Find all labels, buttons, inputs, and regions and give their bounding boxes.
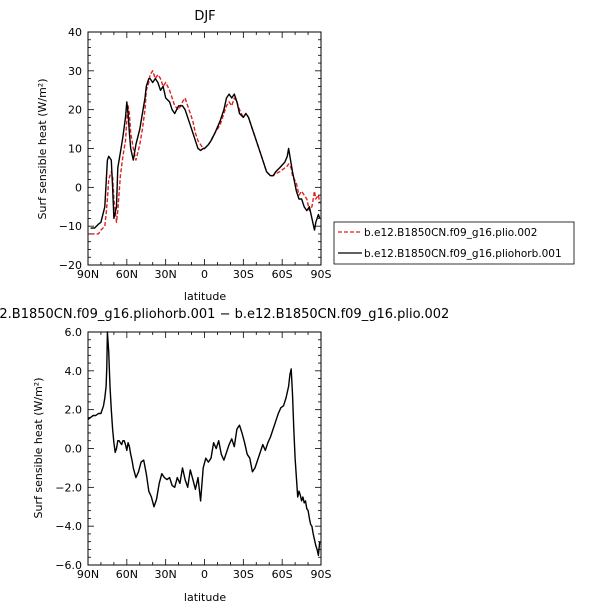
- top-x-tick-label: 90S: [311, 268, 332, 281]
- top-x-tick-label: 60S: [272, 268, 293, 281]
- top-y-tick-label: 30: [68, 65, 82, 78]
- legend-label-pliohorb: b.e12.B1850CN.f09_g16.pliohorb.001: [364, 248, 562, 260]
- top-x-axis-label: latitude: [184, 290, 226, 303]
- bottom-x-tick-label: 30S: [233, 568, 254, 581]
- top-y-tick-label: 10: [68, 143, 82, 156]
- bottom-x-tick-label: 0: [201, 568, 208, 581]
- top-x-tick-label: 60N: [116, 268, 138, 281]
- bottom-y-tick-label: −2.0: [55, 481, 82, 494]
- bottom-x-tick-label: 90N: [77, 568, 99, 581]
- top-plot-frame: [87, 31, 322, 266]
- bottom-chart-title: b.e12.B1850CN.f09_g16.pliohorb.001 − b.e…: [0, 307, 449, 322]
- bottom-series-line-0: [87, 331, 321, 556]
- bottom-x-axis-label: latitude: [184, 591, 226, 604]
- bottom-x-tick-label: 90S: [311, 568, 332, 581]
- bottom-data-lines: [87, 331, 321, 556]
- top-panel: DJF Surf sensible heat (W/m²) latitude 9…: [36, 9, 332, 303]
- top-x-tick-label: 30N: [155, 268, 177, 281]
- legend: b.e12.B1850CN.f09_g16.plio.002 b.e12.B18…: [333, 221, 575, 265]
- top-chart-title: DJF: [194, 9, 215, 24]
- top-y-tick-label: −20: [59, 259, 82, 272]
- bottom-y-tick-label: 2.0: [65, 404, 83, 417]
- top-ticks: 90N 60N 30N 0 30S 60S 90S −20 −10 0 10 20 30 40: [59, 26, 332, 281]
- top-series-line-0: [90, 70, 321, 235]
- bottom-y-tick-label: −4.0: [55, 520, 82, 533]
- top-data-lines: [90, 70, 321, 235]
- bottom-y-tick-label: −6.0: [55, 559, 82, 572]
- bottom-panel: b.e12.B1850CN.f09_g16.pliohorb.001 − b.e…: [0, 307, 449, 604]
- top-y-tick-label: 0: [75, 181, 82, 194]
- bottom-x-tick-label: 60S: [272, 568, 293, 581]
- legend-label-plio: b.e12.B1850CN.f09_g16.plio.002: [364, 227, 537, 239]
- bottom-y-tick-label: 4.0: [65, 365, 83, 378]
- top-y-axis-label: Surf sensible heat (W/m²): [36, 79, 49, 220]
- bottom-plot-frame: [87, 331, 322, 566]
- bottom-y-tick-label: 6.0: [65, 326, 83, 339]
- top-y-tick-label: −10: [59, 220, 82, 233]
- top-series-line-1: [90, 77, 321, 231]
- bottom-y-tick-label: 0.0: [65, 443, 83, 456]
- top-y-tick-label: 40: [68, 26, 82, 39]
- top-x-tick-label: 30S: [233, 268, 254, 281]
- bottom-y-axis-label: Surf sensible heat (W/m²): [32, 378, 45, 519]
- bottom-x-tick-label: 60N: [116, 568, 138, 581]
- legend-box: [333, 221, 575, 265]
- top-y-tick-label: 20: [68, 104, 82, 117]
- bottom-x-tick-label: 30N: [155, 568, 177, 581]
- bottom-ticks: 90N 60N 30N 0 30S 60S 90S −6.0 −4.0 −2.0 0.0 2.0 4.0…: [55, 326, 331, 581]
- top-x-tick-label: 90N: [77, 268, 99, 281]
- top-x-tick-label: 0: [201, 268, 208, 281]
